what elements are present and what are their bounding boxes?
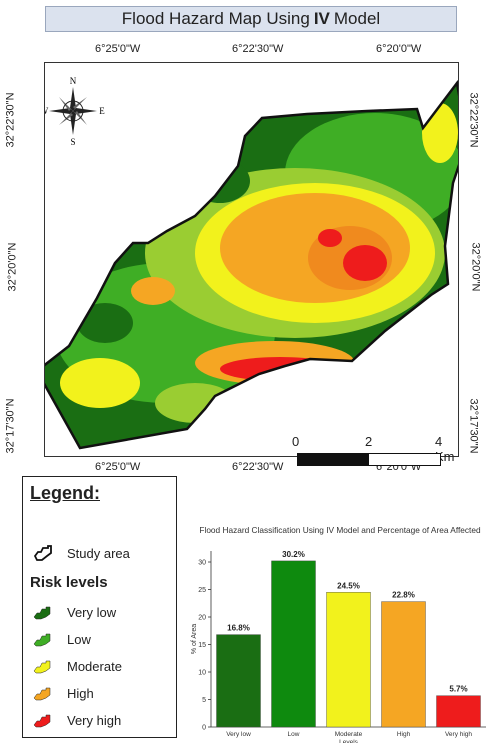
y-tick-label: 15 bbox=[198, 642, 206, 649]
legend-swatch bbox=[33, 633, 51, 647]
y-tick-label: 25 bbox=[198, 587, 206, 594]
bar-value-label: 24.5% bbox=[337, 581, 360, 590]
compass-n: N bbox=[70, 76, 77, 86]
bar bbox=[326, 592, 371, 728]
legend-item: Low bbox=[33, 632, 91, 647]
legend-label: Moderate bbox=[67, 659, 122, 674]
compass-rose-icon: N S E W bbox=[45, 76, 105, 147]
risk-levels-title: Risk levels bbox=[30, 574, 108, 591]
x-tick-label: Levels bbox=[339, 739, 359, 743]
y-tick-label: 20 bbox=[198, 615, 206, 622]
top-tick-3: 6°20'0"W bbox=[376, 43, 422, 55]
x-tick-label: High bbox=[397, 731, 411, 738]
bar-value-label: 30.2% bbox=[282, 550, 305, 559]
bar bbox=[271, 560, 316, 728]
study-area-label: Study area bbox=[67, 545, 130, 561]
legend-label: Very low bbox=[67, 605, 117, 620]
compass-w: W bbox=[45, 106, 49, 116]
legend-label: Very high bbox=[67, 713, 122, 728]
x-tick-label: Very high bbox=[445, 731, 472, 738]
scale-label-0: 0 bbox=[292, 434, 300, 449]
legend-item: Moderate bbox=[33, 659, 122, 674]
x-tick-label: Very low bbox=[226, 731, 251, 738]
top-tick-2: 6°22'30"W bbox=[232, 43, 284, 55]
hazard-map: N S E W bbox=[45, 76, 458, 450]
bar-chart: 0 5 10 15 20 25 30 % of Area 16.8% Very low 30.2% L… bbox=[191, 550, 486, 746]
x-tick-label: Moderate bbox=[335, 731, 363, 738]
study-area-icon bbox=[33, 545, 52, 561]
scale-label-2: 2 bbox=[365, 434, 373, 449]
top-tick-1: 6°25'0"W bbox=[95, 43, 141, 55]
legend-swatch bbox=[33, 687, 51, 701]
compass-e: E bbox=[99, 106, 105, 116]
bar bbox=[216, 634, 261, 728]
legend-label: High bbox=[67, 686, 94, 701]
legend-item: Very high bbox=[33, 713, 121, 728]
y-tick-label: 10 bbox=[198, 670, 206, 677]
hazard-raster bbox=[45, 83, 458, 448]
legend-swatch bbox=[33, 606, 51, 620]
y-tick-label: 30 bbox=[198, 560, 206, 567]
map-panel: N S E W bbox=[44, 62, 459, 457]
bar bbox=[381, 601, 426, 728]
bar-value-label: 16.8% bbox=[227, 624, 250, 633]
bottom-tick-2: 6°22'30"W bbox=[232, 461, 284, 473]
legend-study-area: Study area bbox=[33, 544, 130, 562]
y-tick-label: 0 bbox=[202, 725, 206, 732]
legend-swatch bbox=[33, 714, 51, 728]
title-prefix: Flood Hazard Map Using bbox=[121, 9, 310, 28]
bottom-tick-1: 6°25'0"W bbox=[95, 461, 141, 473]
bar-value-label: 5.7% bbox=[449, 685, 467, 694]
y-tick-label: 5 bbox=[202, 697, 206, 704]
chart-title: Flood Hazard Classification Using IV Mod… bbox=[199, 525, 481, 535]
left-tick-2: 32°20'0"N bbox=[6, 242, 19, 292]
bar-chart-panel: Flood Hazard Classification Using IV Mod… bbox=[188, 475, 496, 746]
map-title: Flood Hazard Map Using IV Model bbox=[45, 6, 457, 32]
title-suffix: Model bbox=[333, 9, 381, 28]
right-tick-2: 32°20'0"N bbox=[469, 242, 482, 292]
legend-title: Legend: bbox=[30, 483, 100, 503]
left-tick-3: 32°17'30"N bbox=[4, 398, 17, 454]
right-tick-1: 32°22'30"N bbox=[467, 92, 480, 148]
y-axis-label: % of Area bbox=[191, 624, 198, 654]
x-tick-label: Low bbox=[288, 731, 300, 738]
legend-item: High bbox=[33, 686, 94, 701]
title-method: IV bbox=[313, 9, 330, 28]
study-area-boundary bbox=[45, 79, 458, 450]
legend-label: Low bbox=[67, 632, 91, 647]
bar-value-label: 22.8% bbox=[392, 591, 415, 600]
legend-swatch bbox=[33, 660, 51, 674]
bar bbox=[436, 695, 481, 728]
scale-bar-segments bbox=[297, 453, 441, 466]
left-tick-1: 32°22'30"N bbox=[4, 92, 17, 148]
compass-s: S bbox=[70, 137, 75, 147]
legend-panel: Legend: Study area Risk levels Very low L… bbox=[22, 476, 177, 738]
right-tick-3: 32°17'30"N bbox=[467, 398, 480, 454]
legend-item: Very low bbox=[33, 605, 116, 620]
